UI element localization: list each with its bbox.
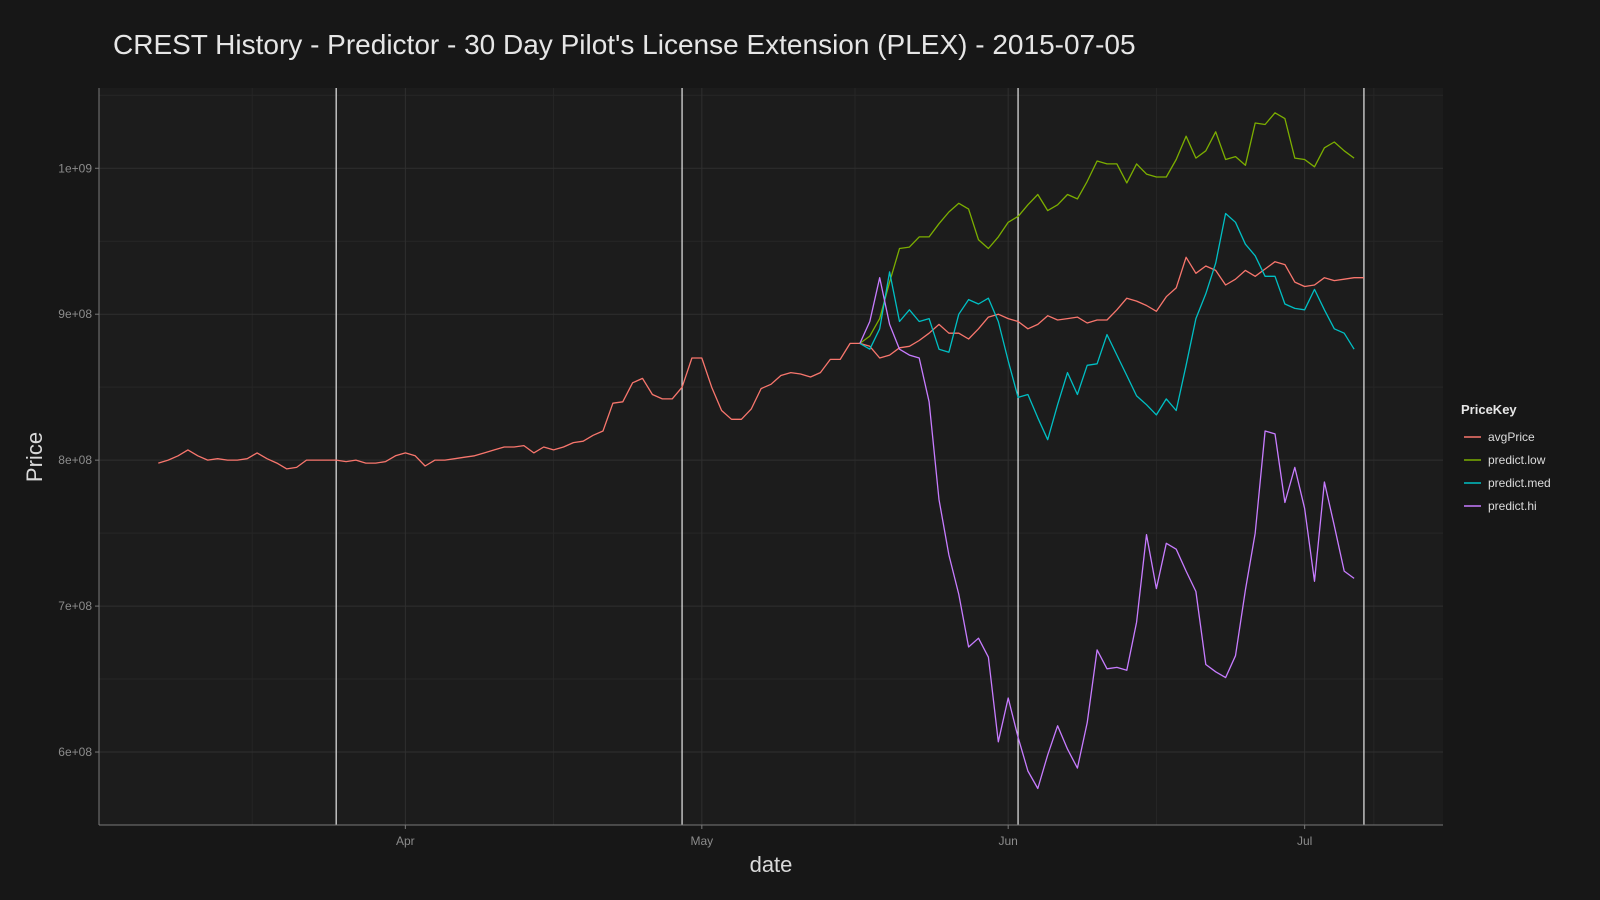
series-line-avgPrice (158, 256, 1364, 470)
x-tick-label: Jul (1297, 834, 1312, 848)
x-tick-label: May (690, 834, 713, 848)
y-tick-label: 7e+08 (58, 599, 92, 613)
y-axis-ticks: 6e+08 7e+08 8e+08 9e+08 1e+09 (58, 161, 99, 759)
x-axis-title: date (750, 852, 793, 877)
x-axis-ticks: Apr May Jun Jul (396, 825, 1312, 848)
y-tick-label: 8e+08 (58, 453, 92, 467)
x-tick-label: Apr (396, 834, 415, 848)
y-tick-label: 9e+08 (58, 307, 92, 321)
series-line-predict-med (859, 212, 1355, 441)
series-line-predict-low (859, 112, 1355, 344)
legend-title: PriceKey (1461, 402, 1517, 417)
legend-label-predict-hi: predict.hi (1488, 499, 1537, 513)
y-tick-label: 1e+09 (58, 161, 92, 175)
legend-label-avgPrice: avgPrice (1488, 430, 1535, 444)
series-lines (158, 112, 1364, 790)
y-tick-label: 6e+08 (58, 745, 92, 759)
legend-label-predict-med: predict.med (1488, 476, 1551, 490)
legend: PriceKey avgPrice predict.low predict.med p… (1461, 402, 1551, 513)
legend-label-predict-low: predict.low (1488, 453, 1546, 467)
y-axis-title: Price (22, 432, 47, 482)
vertical-marker-lines (335, 88, 1365, 825)
chart-title: CREST History - Predictor - 30 Day Pilot… (113, 29, 1136, 60)
series-line-predict-hi (859, 277, 1355, 790)
plot-panel (99, 88, 1443, 825)
x-tick-label: Jun (998, 834, 1017, 848)
